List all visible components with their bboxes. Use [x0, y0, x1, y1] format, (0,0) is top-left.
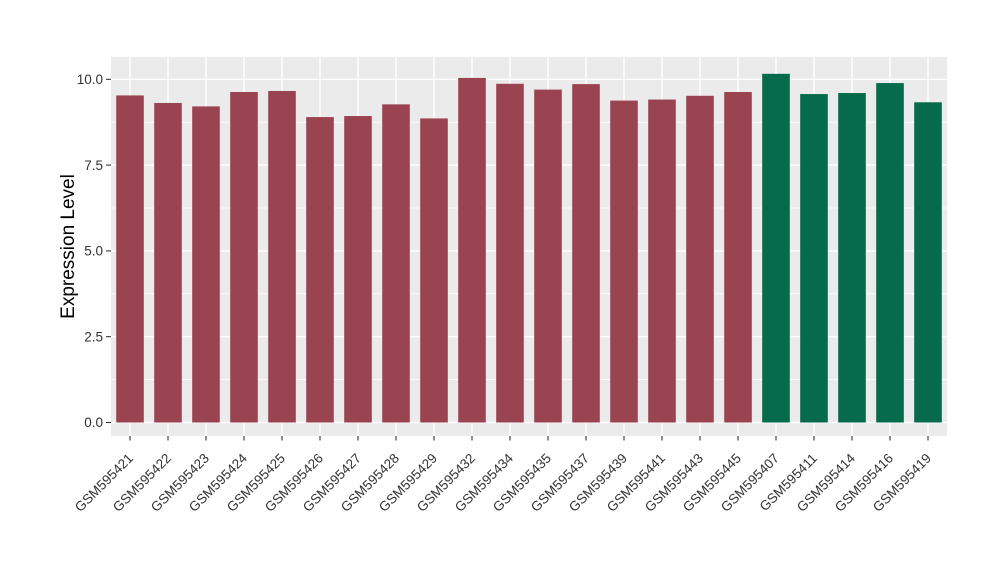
bar-GSM595437	[572, 84, 600, 423]
bar-GSM595419	[914, 102, 942, 423]
bar-GSM595423	[192, 106, 220, 423]
bar-GSM595432	[458, 77, 486, 423]
bar-GSM595416	[876, 83, 904, 423]
bar-GSM595445	[724, 91, 752, 423]
bar-GSM595421	[116, 95, 144, 423]
bar-GSM595414	[838, 93, 866, 423]
bar-GSM595441	[648, 99, 676, 423]
y-tick-label: 5.0	[84, 244, 103, 259]
y-tick-label: 2.5	[84, 329, 103, 344]
bar-GSM595435	[534, 89, 562, 423]
y-tick-label: 10.0	[77, 72, 103, 87]
y-axis-title: Expression Level	[58, 174, 79, 319]
bar-GSM595407	[762, 73, 790, 423]
bar-GSM595427	[344, 116, 372, 423]
bar-GSM595434	[496, 83, 524, 423]
bar-GSM595411	[800, 94, 828, 423]
bar-GSM595424	[230, 91, 258, 423]
bar-GSM595439	[610, 100, 638, 423]
bar-GSM595429	[420, 118, 448, 423]
bar-GSM595426	[306, 117, 334, 423]
y-tick-label: 7.5	[84, 158, 103, 173]
bar-GSM595425	[268, 90, 296, 423]
bar-GSM595422	[154, 102, 182, 423]
y-tick-label: 0.0	[84, 415, 103, 430]
bar-GSM595428	[382, 104, 410, 423]
bar-GSM595443	[686, 95, 714, 423]
